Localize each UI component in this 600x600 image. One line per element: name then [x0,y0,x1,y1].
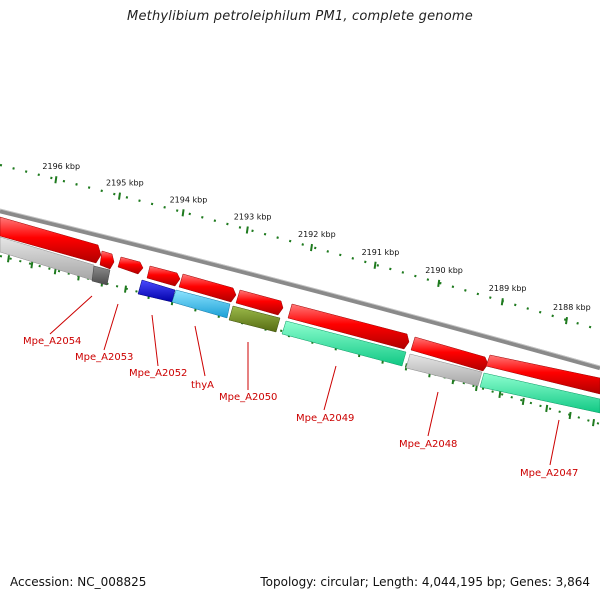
gene-label: thyA [191,380,214,391]
gene-arrow-forward[interactable] [117,256,144,275]
ruler-major-tick [437,279,441,287]
genome-backbone [0,208,600,371]
ruler-label: 2191 kbp [362,248,400,257]
gene-block-mint[interactable] [281,320,407,367]
genome-summary: Topology: circular; Length: 4,044,195 bp… [260,575,590,589]
gene-label: Mpe_A2050 [219,392,277,403]
gene-arrow-forward[interactable] [0,216,102,264]
ruler-major-tick [565,317,568,325]
ruler-label: 2190 kbp [425,266,463,275]
gene-label: Mpe_A2049 [296,413,354,424]
reverse-strand-genes [0,236,600,414]
ruler-label: 2194 kbp [170,195,208,204]
gene-arrow-forward[interactable] [178,273,237,303]
map-title: Methylibium petroleiphilum PM1, complete… [127,9,473,24]
gene-labels: Mpe_A2054 Mpe_A2053 Mpe_A2052 thyA Mpe_A… [23,336,578,479]
gene-arrow-forward[interactable] [287,303,410,350]
accession-text: Accession: NC_008825 [10,575,147,589]
gene-block-olive[interactable] [228,305,281,333]
leader-line [194,325,206,377]
gene-arrow-forward[interactable] [410,336,489,372]
ruler-major-tick [310,243,313,252]
gene-block-cyan[interactable] [171,289,231,319]
leader-line [49,295,93,335]
genome-backbone-highlight [0,208,600,367]
ruler-label: 2189 kbp [489,284,527,293]
ruler-label: 2195 kbp [106,179,144,188]
gene-label: Mpe_A2047 [520,468,578,479]
leader-line [103,303,119,351]
ruler-major-tick [118,192,121,200]
inner-ruler-tick [592,419,595,427]
ruler-labels: 2196 kbp 2195 kbp 2194 kbp 2193 kbp 2192 kbp… [42,162,590,312]
inner-ruler-tick [521,397,525,406]
gene-block-reverse-gray[interactable] [405,353,483,387]
gene-label: Mpe_A2054 [23,336,81,347]
inner-ruler-tick [498,390,502,399]
ruler-major-tick [500,298,504,306]
leader-line [151,314,159,367]
ruler-major-tick [245,226,249,234]
inner-ruler-arc [0,255,600,425]
label-leaders [49,295,560,466]
inner-ruler-tick [568,411,572,420]
leader-line [323,365,337,411]
inner-ruler-tick [124,285,127,293]
kbp-ruler: 2196 kbp 2195 kbp 2194 kbp 2193 kbp 2192 kbp… [0,162,600,332]
gene-arrow-forward[interactable] [99,250,115,270]
gene-arrow-forward[interactable] [146,265,181,287]
inner-ruler-tick [7,255,10,263]
leader-line [549,419,560,466]
ruler-label: 2188 kbp [553,303,591,312]
ruler-arc [0,163,600,332]
gene-label: Mpe_A2048 [399,439,457,450]
ruler-major-tick [181,209,185,217]
gene-label: Mpe_A2053 [75,352,133,363]
inner-ruler-tick [545,404,549,413]
gene-label: Mpe_A2052 [129,368,187,379]
gene-arrow-forward[interactable] [485,354,600,395]
ruler-label: 2193 kbp [234,213,272,222]
ruler-major-tick [373,261,377,269]
ruler-major-tick [54,176,58,184]
gene-arrow-forward[interactable] [235,289,284,316]
ruler-major-ticks [54,176,568,325]
ruler-label: 2196 kbp [42,162,80,171]
forward-strand-genes [0,216,600,395]
inner-ruler-tick [30,261,34,269]
gene-block-mint[interactable] [479,372,600,414]
gene-block-reverse-dark[interactable] [91,265,111,286]
ruler-label: 2192 kbp [298,230,336,239]
leader-line [427,391,439,437]
